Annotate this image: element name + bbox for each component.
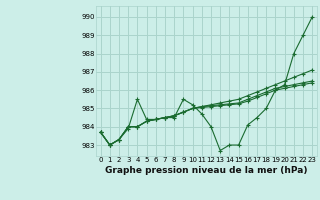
X-axis label: Graphe pression niveau de la mer (hPa): Graphe pression niveau de la mer (hPa): [105, 166, 308, 175]
